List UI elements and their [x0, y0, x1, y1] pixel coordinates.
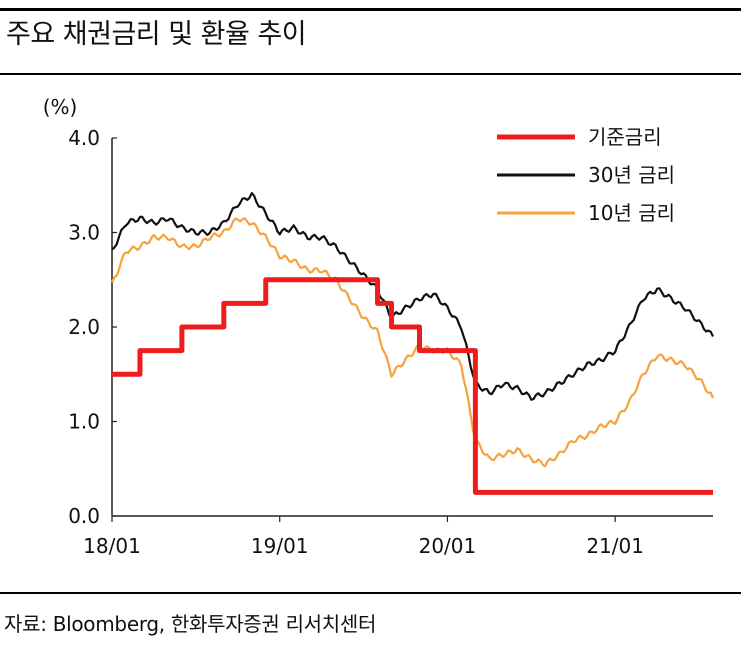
y-tick-label: 4.0 — [68, 126, 100, 150]
source-note: 자료: Bloomberg, 한화투자증권 리서치센터 — [4, 612, 377, 636]
source-rule — [0, 592, 741, 594]
y-tick-label: 0.0 — [68, 504, 100, 528]
legend-label: 기준금리 — [588, 125, 662, 149]
x-tick-label: 20/01 — [419, 534, 477, 558]
series-line-base-rate — [112, 277, 713, 495]
series-line-30y — [111, 192, 714, 401]
chart-series — [111, 192, 715, 495]
x-tick-label: 19/01 — [251, 534, 309, 558]
y-tick-label: 2.0 — [68, 315, 100, 339]
legend-label: 10년 금리 — [588, 201, 675, 225]
y-axis-unit-label: (%) — [43, 95, 78, 119]
top-rule — [0, 8, 741, 11]
chart-legend: 기준금리 30년 금리 10년 금리 — [497, 125, 675, 225]
x-tick-label: 21/01 — [586, 534, 644, 558]
y-tick-label: 3.0 — [68, 221, 100, 245]
series-line-10y — [111, 217, 715, 468]
chart-ticks: 0.0 1.0 2.0 3.0 4.0 (%) 18/01 19/01 20/01 21/01 — [43, 95, 644, 558]
legend-label: 30년 금리 — [588, 163, 675, 187]
x-tick-label: 18/01 — [83, 534, 141, 558]
chart-title: 주요 채권금리 및 환율 추이 — [6, 19, 307, 50]
y-tick-label: 1.0 — [68, 410, 100, 434]
title-underline — [0, 73, 741, 75]
